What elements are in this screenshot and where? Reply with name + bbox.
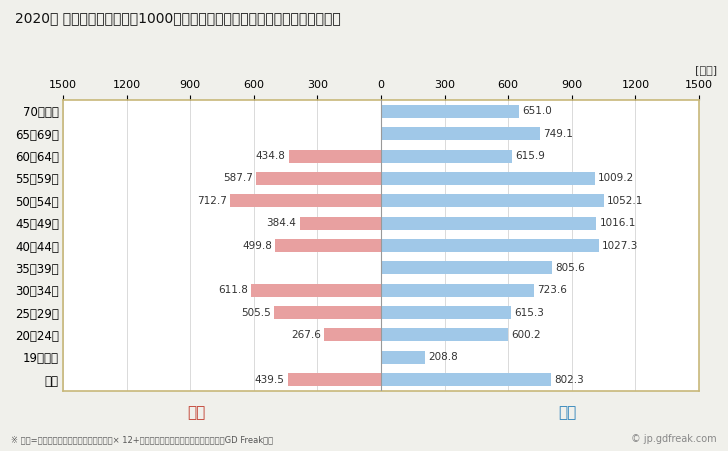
Bar <box>324 328 381 341</box>
Text: 600.2: 600.2 <box>512 330 541 340</box>
Bar <box>256 172 381 185</box>
Text: 208.8: 208.8 <box>429 352 458 362</box>
Bar <box>381 194 604 207</box>
Text: 267.6: 267.6 <box>291 330 321 340</box>
Text: 802.3: 802.3 <box>554 375 584 385</box>
Text: 651.0: 651.0 <box>522 106 552 116</box>
Bar <box>381 150 512 162</box>
Text: 611.8: 611.8 <box>218 285 248 295</box>
Text: 439.5: 439.5 <box>255 375 285 385</box>
Text: 723.6: 723.6 <box>537 285 567 295</box>
Text: 434.8: 434.8 <box>256 151 285 161</box>
Bar <box>381 306 512 319</box>
Text: 499.8: 499.8 <box>242 240 272 250</box>
Bar <box>274 306 381 319</box>
Text: [万円]: [万円] <box>695 65 717 75</box>
Text: 1009.2: 1009.2 <box>598 173 634 184</box>
Text: 615.9: 615.9 <box>515 151 545 161</box>
Bar <box>381 328 508 341</box>
Bar <box>299 216 381 230</box>
Text: 615.3: 615.3 <box>515 308 545 318</box>
Text: 女性: 女性 <box>187 405 206 420</box>
Text: 805.6: 805.6 <box>555 263 585 273</box>
Text: 384.4: 384.4 <box>266 218 296 228</box>
Bar <box>275 239 381 252</box>
Text: © jp.gdfreak.com: © jp.gdfreak.com <box>631 434 717 444</box>
Bar <box>381 127 540 140</box>
Text: ※ 年収=「きまって支給する現金給与額」× 12+「年間賞与その他特別給与額」としてGD Freak推計: ※ 年収=「きまって支給する現金給与額」× 12+「年間賞与その他特別給与額」と… <box>11 435 273 444</box>
Text: 1052.1: 1052.1 <box>607 196 644 206</box>
Bar <box>381 239 599 252</box>
Bar <box>288 373 381 386</box>
Bar <box>381 284 534 297</box>
Text: 2020年 民間企業（従業者数1000人以上）フルタイム労働者の男女別平均年収: 2020年 民間企業（従業者数1000人以上）フルタイム労働者の男女別平均年収 <box>15 11 340 25</box>
Text: 1027.3: 1027.3 <box>602 240 638 250</box>
Bar <box>381 262 552 274</box>
Text: 1016.1: 1016.1 <box>600 218 636 228</box>
Text: 712.7: 712.7 <box>197 196 226 206</box>
Bar <box>381 351 425 364</box>
Text: 505.5: 505.5 <box>241 308 271 318</box>
Bar <box>289 150 381 162</box>
Bar <box>230 194 381 207</box>
Bar <box>381 373 551 386</box>
Bar <box>251 284 381 297</box>
Text: 男性: 男性 <box>558 405 577 420</box>
Text: 587.7: 587.7 <box>223 173 253 184</box>
Text: 749.1: 749.1 <box>543 129 573 138</box>
Bar <box>381 216 596 230</box>
Bar <box>381 172 595 185</box>
Bar <box>381 105 519 118</box>
